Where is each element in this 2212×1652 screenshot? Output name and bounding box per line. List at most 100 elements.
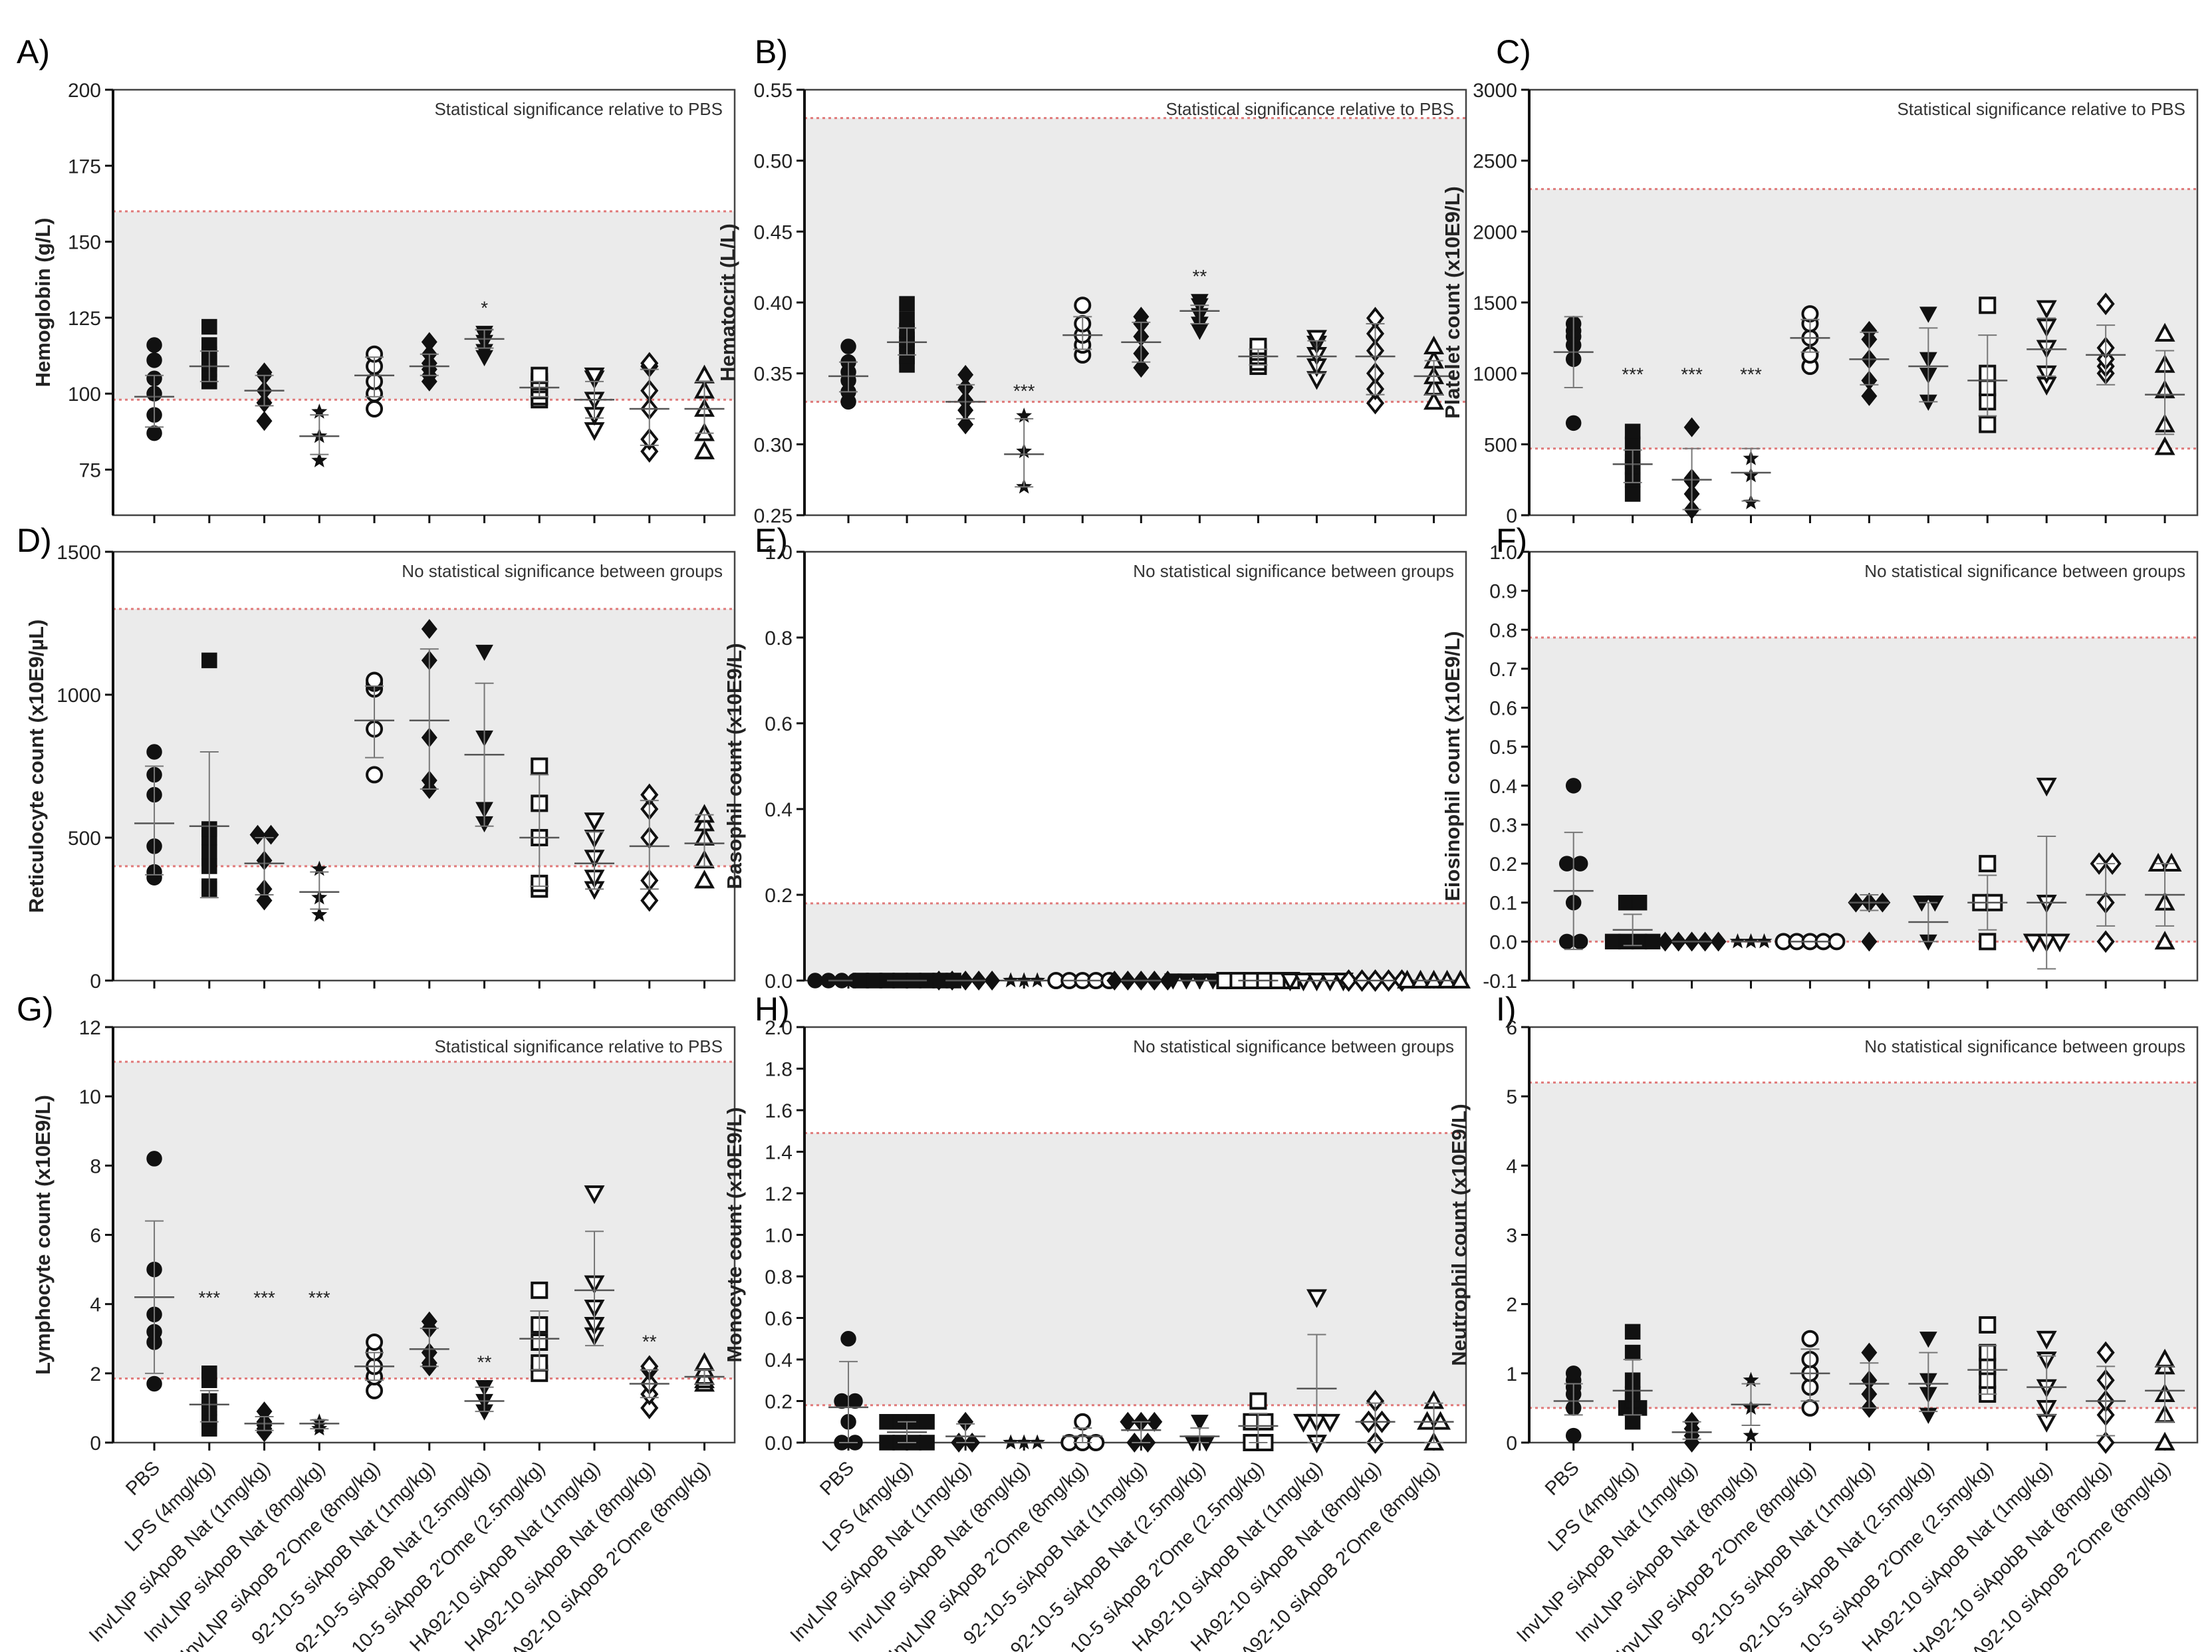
y-tick-label: 0.45 bbox=[754, 221, 793, 243]
data-point bbox=[249, 824, 266, 845]
data-point bbox=[1925, 895, 1944, 912]
y-tick-label: 0.8 bbox=[765, 628, 793, 649]
y-tick-label: 6 bbox=[90, 1225, 101, 1247]
y-tick-label: 0 bbox=[90, 1433, 101, 1455]
y-tick-label: 0.50 bbox=[754, 151, 793, 173]
x-category-label: HA92-10 siApoB 2'Ome (8mg/kg) bbox=[1958, 1457, 2175, 1652]
data-point bbox=[366, 400, 384, 417]
data-point bbox=[1074, 1413, 1092, 1431]
data-point bbox=[2036, 300, 2057, 319]
y-tick-label: 0.40 bbox=[754, 293, 793, 314]
data-point bbox=[584, 422, 605, 441]
y-tick-label: 1.0 bbox=[1489, 542, 1517, 564]
y-tick-label: 1.4 bbox=[765, 1142, 793, 1164]
data-point bbox=[840, 338, 856, 354]
reference-band bbox=[1529, 638, 2197, 942]
y-tick-label: 0.6 bbox=[765, 1308, 793, 1330]
panel-label: G) bbox=[17, 991, 54, 1028]
y-tick-label: 1.0 bbox=[765, 1225, 793, 1247]
data-point bbox=[2154, 322, 2175, 342]
y-tick-label: 0.35 bbox=[754, 364, 793, 386]
significance-mark: ** bbox=[642, 1331, 657, 1352]
data-point bbox=[146, 425, 162, 441]
data-point bbox=[840, 1331, 856, 1347]
y-tick-label: 0.7 bbox=[1489, 659, 1517, 681]
y-axis-label: Reticulocyte count (x10E9/µL) bbox=[25, 620, 48, 913]
significance-mark: ** bbox=[1192, 266, 1207, 287]
y-tick-label: 1000 bbox=[57, 685, 101, 707]
data-point bbox=[421, 619, 437, 640]
data-point bbox=[2148, 852, 2169, 872]
data-point bbox=[1565, 1365, 1582, 1381]
data-point bbox=[834, 1393, 850, 1409]
data-point bbox=[256, 890, 273, 911]
data-point bbox=[2036, 1330, 2057, 1350]
data-point bbox=[1306, 330, 1327, 349]
data-point bbox=[1919, 1332, 1937, 1348]
data-point bbox=[146, 1151, 162, 1167]
data-point bbox=[263, 824, 279, 845]
chart-panel: D) 0 500 1000 1500 Reticulocyte count (x10E9/… bbox=[17, 522, 736, 993]
data-point bbox=[311, 906, 328, 922]
y-tick-label: 12 bbox=[79, 1017, 101, 1039]
data-point bbox=[1624, 486, 1641, 502]
data-point bbox=[256, 411, 273, 431]
y-axis-label: Platelet count (x10E9/L) bbox=[1441, 186, 1464, 419]
significance-mark: * bbox=[481, 298, 488, 318]
data-point bbox=[1743, 494, 1759, 510]
y-tick-label: 0.30 bbox=[754, 434, 793, 456]
y-tick-label: 0.3 bbox=[1489, 814, 1517, 836]
y-tick-label: 0.2 bbox=[1489, 854, 1517, 876]
y-tick-label: 1.6 bbox=[765, 1100, 793, 1122]
data-point bbox=[1339, 969, 1358, 992]
y-tick-label: 0.6 bbox=[1489, 698, 1517, 720]
y-tick-label: 0.0 bbox=[1489, 931, 1517, 953]
data-point bbox=[1861, 1342, 1878, 1363]
y-tick-label: 0.2 bbox=[765, 885, 793, 907]
data-point bbox=[1624, 1344, 1641, 1361]
data-point bbox=[899, 311, 915, 328]
data-point bbox=[1618, 933, 1634, 950]
data-point bbox=[1618, 894, 1634, 911]
y-tick-label: 5 bbox=[1506, 1086, 1517, 1108]
y-tick-label: 2000 bbox=[1473, 221, 1517, 243]
chart-panel: G) 0 2 4 6 8 10 12 Lymphocyte count (x10E9/L) Sta… bbox=[17, 991, 736, 1652]
y-tick-label: 150 bbox=[68, 232, 101, 254]
data-point bbox=[957, 364, 974, 385]
y-tick-label: 10 bbox=[79, 1086, 101, 1108]
data-point bbox=[1423, 335, 1445, 355]
data-point bbox=[1423, 391, 1445, 410]
data-point bbox=[1683, 417, 1700, 437]
data-point bbox=[1558, 933, 1575, 950]
data-point bbox=[1133, 358, 1150, 378]
y-axis-label: Eiosinophil count (x10E9/L) bbox=[1441, 631, 1464, 901]
data-point bbox=[531, 1281, 549, 1299]
data-point bbox=[1624, 1414, 1641, 1430]
data-point bbox=[2096, 1431, 2115, 1454]
y-tick-label: 0.2 bbox=[765, 1391, 793, 1413]
data-point bbox=[1074, 296, 1092, 314]
data-point bbox=[201, 1365, 217, 1381]
data-point bbox=[1861, 386, 1878, 406]
y-tick-label: 1.2 bbox=[765, 1183, 793, 1205]
data-point bbox=[584, 1185, 605, 1205]
y-tick-label: 0.6 bbox=[765, 713, 793, 735]
data-point bbox=[1397, 969, 1418, 989]
data-point bbox=[146, 744, 162, 760]
data-point bbox=[366, 1381, 384, 1399]
data-point bbox=[366, 766, 384, 784]
panel-label: F) bbox=[1496, 522, 1527, 559]
chart-panel: H) 0.0 0.2 0.4 0.6 0.8 1.0 1.2 1.4 1.6 1.8 2.0 Monoc… bbox=[723, 991, 1467, 1652]
data-point bbox=[1979, 1316, 1997, 1334]
significance-note: Statistical significance relative to PBS bbox=[1897, 99, 2185, 119]
data-point bbox=[1710, 931, 1727, 952]
chart-panel: A) 75 100 125 150 175 200 Hemoglobin (g/L) Stati… bbox=[17, 33, 736, 523]
y-tick-label: 4 bbox=[1506, 1155, 1517, 1177]
significance-mark: *** bbox=[1622, 364, 1644, 384]
reference-band bbox=[804, 1133, 1466, 1405]
y-tick-label: 0.8 bbox=[765, 1266, 793, 1288]
y-tick-label: 1500 bbox=[1473, 293, 1517, 314]
y-tick-label: 4 bbox=[90, 1294, 101, 1316]
y-tick-label: 8 bbox=[90, 1155, 101, 1177]
data-point bbox=[640, 889, 659, 912]
